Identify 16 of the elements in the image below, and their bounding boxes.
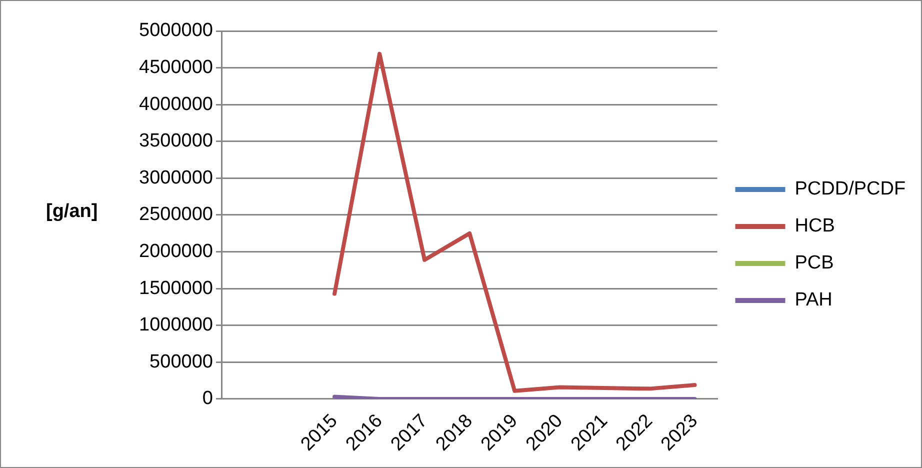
legend-label: PCDD/PCDF <box>794 178 906 200</box>
y-tick-label: 1000000 <box>139 314 213 336</box>
y-tick-label: 1500000 <box>139 278 213 299</box>
y-tick-label: 0 <box>202 388 213 410</box>
y-tick-label: 2000000 <box>139 241 213 262</box>
y-tick-label: 4500000 <box>139 57 213 78</box>
legend-label: HCB <box>794 216 835 237</box>
y-tick-label: 3000000 <box>139 167 213 188</box>
legend-label: PAH <box>794 290 832 311</box>
y-tick-label: 3500000 <box>139 130 213 152</box>
y-axis-title: [g/an] <box>46 201 98 223</box>
y-tick-label: 2500000 <box>139 204 213 226</box>
y-tick-label: 4000000 <box>139 94 213 115</box>
legend-label: PCB <box>794 252 834 274</box>
y-tick-label: 5000000 <box>139 20 213 42</box>
y-tick-label: 500000 <box>150 351 213 372</box>
